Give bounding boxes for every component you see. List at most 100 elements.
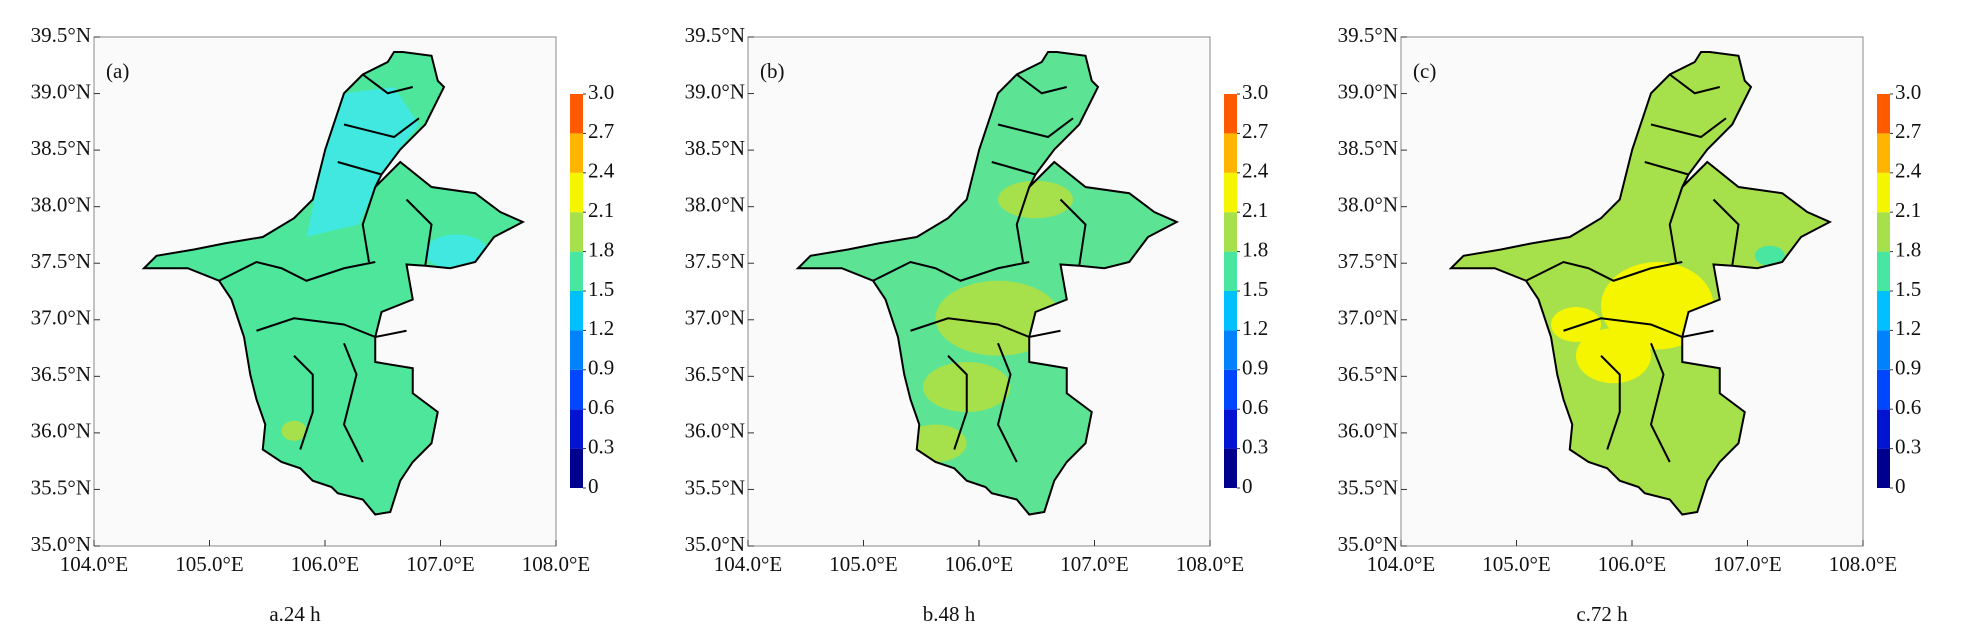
y-tick-label: 36.0°N <box>1338 419 1398 443</box>
panel-label: (c) <box>1413 59 1436 83</box>
colorbar-label: 0.9 <box>1895 356 1921 380</box>
colorbar-label: 0.3 <box>1895 434 1921 458</box>
colorbar-label: 0.6 <box>1242 395 1268 419</box>
colorbar-segment <box>570 172 583 213</box>
colorbar-segment <box>570 212 583 252</box>
x-tick-label: 105.0°E <box>829 552 897 576</box>
colorbar-label: 1.2 <box>1242 316 1268 340</box>
y-tick-label: 35.5°N <box>685 475 745 499</box>
colorbar-label: 0.3 <box>588 434 614 458</box>
y-tick-label: 38.0°N <box>1338 192 1398 216</box>
y-tick-label: 37.5°N <box>1338 249 1398 273</box>
colorbar-segment <box>1224 330 1237 370</box>
colorbar-segment <box>1877 409 1890 449</box>
colorbar-segment <box>1224 133 1237 173</box>
x-tick-label: 107.0°E <box>406 552 474 576</box>
x-tick-label: 104.0°E <box>714 552 782 576</box>
colorbar-label: 2.4 <box>1895 159 1922 183</box>
colorbar-segment <box>1224 448 1237 488</box>
y-tick-label: 39.5°N <box>31 23 91 47</box>
colorbar-label: 2.7 <box>1895 119 1921 143</box>
colorbar-label: 1.8 <box>1242 237 1268 261</box>
y-tick-label: 39.0°N <box>1338 79 1398 103</box>
y-tick-label: 36.5°N <box>1338 362 1398 386</box>
colorbar-segment <box>1224 369 1237 410</box>
panel-caption: c.72 h <box>1576 602 1628 626</box>
map-panel: 35.0°N 35.5°N 36.0°N 36.5°N 37.0°N 37.5°N 38.0… <box>685 23 1269 626</box>
colorbar-segment <box>1877 448 1890 488</box>
x-tick-label: 106.0°E <box>945 552 1013 576</box>
colorbar-segment <box>1877 172 1890 213</box>
y-tick-label: 36.5°N <box>685 362 745 386</box>
colorbar-label: 3.0 <box>1242 80 1268 104</box>
y-tick-label: 39.0°N <box>31 79 91 103</box>
y-tick-label: 37.5°N <box>31 249 91 273</box>
x-tick-label: 107.0°E <box>1713 552 1781 576</box>
colorbar-label: 1.8 <box>1895 237 1921 261</box>
colorbar-segment <box>570 448 583 488</box>
y-tick-label: 36.5°N <box>31 362 91 386</box>
colorbar-segment <box>1877 330 1890 370</box>
colorbar-segment <box>1877 133 1890 173</box>
colorbar-label: 0 <box>588 474 599 498</box>
colorbar-segment <box>570 291 583 331</box>
colorbar-label: 2.4 <box>1242 159 1269 183</box>
colorbar-segment <box>1877 369 1890 410</box>
colorbar-label: 2.7 <box>1242 119 1268 143</box>
colorbar-label: 1.8 <box>588 237 614 261</box>
colorbar-label: 2.1 <box>1895 198 1921 222</box>
y-tick-label: 38.5°N <box>1338 136 1398 160</box>
panel-caption: b.48 h <box>923 602 976 626</box>
y-tick-label: 37.0°N <box>31 306 91 330</box>
colorbar-label: 3.0 <box>588 80 614 104</box>
colorbar-label: 0.6 <box>588 395 614 419</box>
colorbar-segment <box>1224 251 1237 291</box>
colorbar-segment <box>570 94 583 134</box>
colorbar-segment <box>1877 212 1890 252</box>
colorbar-segment <box>1877 291 1890 331</box>
colorbar-label: 2.1 <box>588 198 614 222</box>
colorbar-label: 0.3 <box>1242 434 1268 458</box>
colorbar-label: 0 <box>1242 474 1253 498</box>
colorbar-segment <box>570 251 583 291</box>
panel-label: (a) <box>106 59 129 83</box>
colorbar-label: 0.6 <box>1895 395 1921 419</box>
x-tick-label: 105.0°E <box>1482 552 1550 576</box>
colorbar-label: 1.2 <box>588 316 614 340</box>
colorbar-label: 1.2 <box>1895 316 1921 340</box>
y-tick-label: 37.0°N <box>1338 306 1398 330</box>
colorbar-label: 0 <box>1895 474 1906 498</box>
y-tick-label: 39.5°N <box>685 23 745 47</box>
colorbar-label: 0.9 <box>1242 356 1268 380</box>
y-tick-label: 37.0°N <box>685 306 745 330</box>
colorbar-segment <box>1224 172 1237 213</box>
colorbar-label: 0.9 <box>588 356 614 380</box>
x-tick-label: 108.0°E <box>1829 552 1897 576</box>
colorbar-segment <box>570 330 583 370</box>
y-tick-label: 38.5°N <box>685 136 745 160</box>
map-panel: 35.0°N 35.5°N 36.0°N 36.5°N 37.0°N 37.5°N 38.0… <box>1338 23 1922 626</box>
x-tick-label: 108.0°E <box>522 552 590 576</box>
colorbar-segment <box>1224 409 1237 449</box>
panel-caption: a.24 h <box>269 602 321 626</box>
y-tick-label: 35.5°N <box>1338 475 1398 499</box>
x-tick-label: 107.0°E <box>1060 552 1128 576</box>
y-tick-label: 36.0°N <box>685 419 745 443</box>
colorbar-label: 3.0 <box>1895 80 1921 104</box>
colorbar-segment <box>570 133 583 173</box>
y-tick-label: 38.0°N <box>31 192 91 216</box>
colorbar-label: 2.7 <box>588 119 614 143</box>
colorbar-label: 1.5 <box>588 277 614 301</box>
colorbar-label: 2.1 <box>1242 198 1268 222</box>
y-tick-label: 37.5°N <box>685 249 745 273</box>
colorbar-segment <box>1224 291 1237 331</box>
colorbar-segment <box>570 369 583 410</box>
panel-label: (b) <box>760 59 785 83</box>
colorbar-segment <box>1877 251 1890 291</box>
colorbar-label: 1.5 <box>1242 277 1268 301</box>
y-tick-label: 35.5°N <box>31 475 91 499</box>
colorbar-label: 2.4 <box>588 159 615 183</box>
y-tick-label: 39.0°N <box>685 79 745 103</box>
colorbar-segment <box>1877 94 1890 134</box>
